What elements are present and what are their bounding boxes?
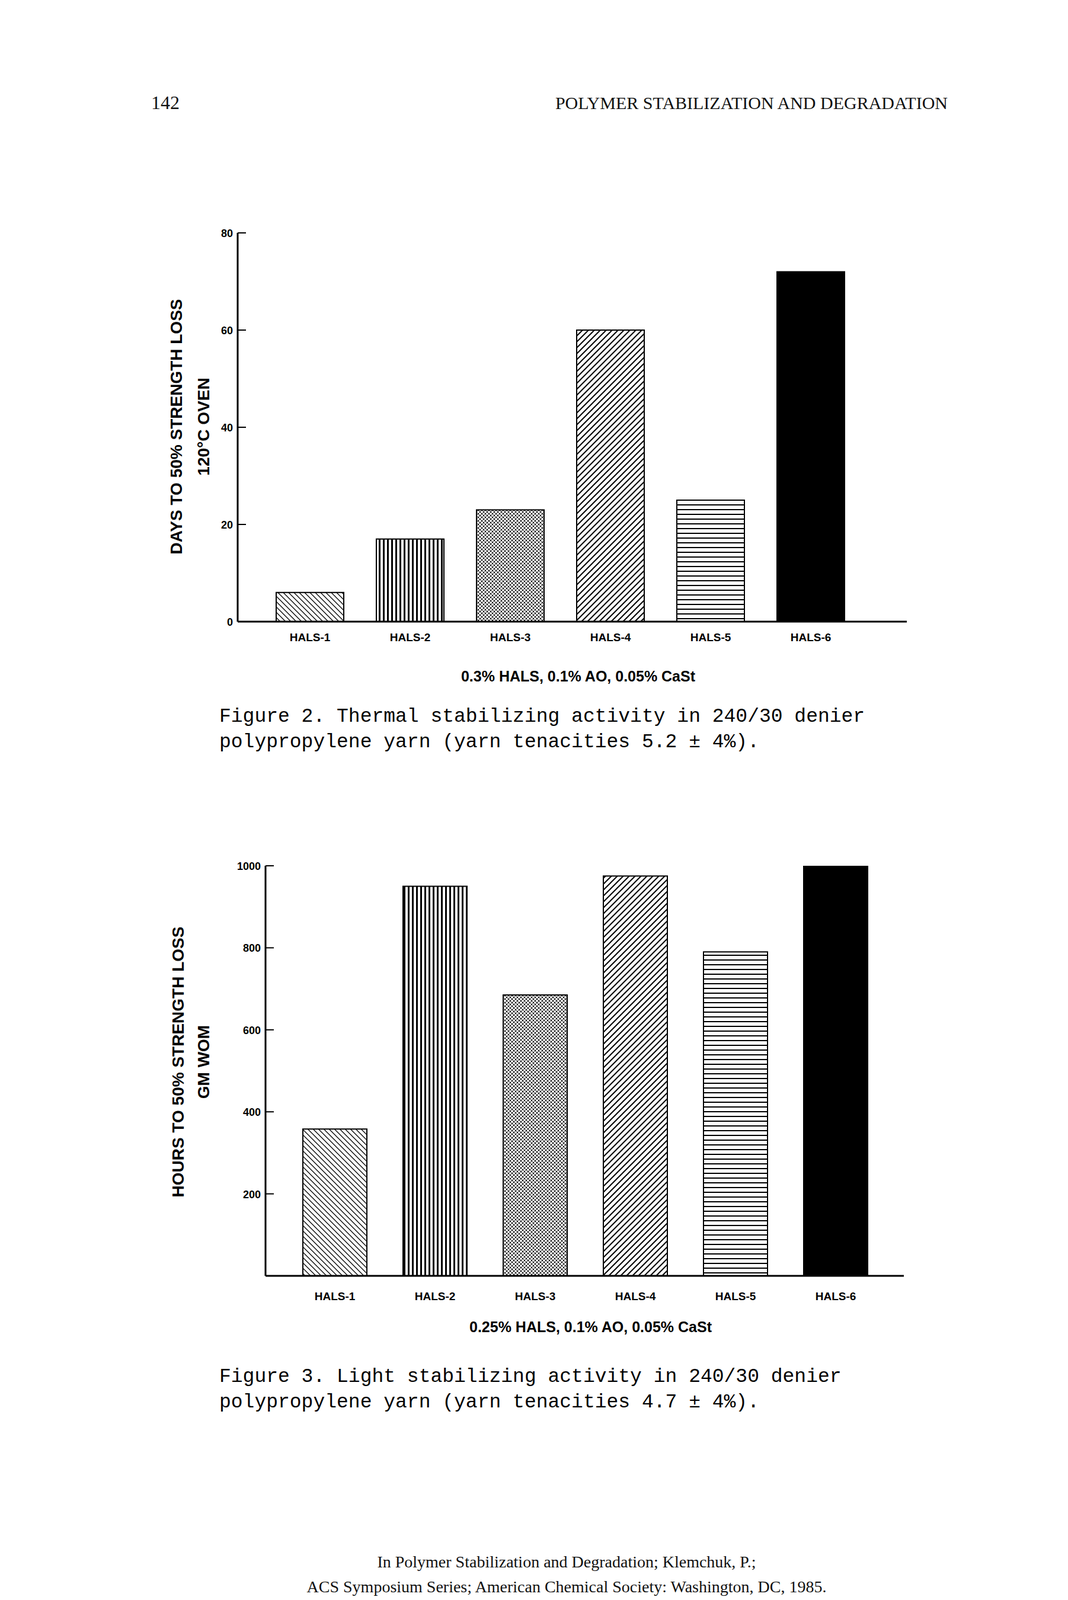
bar: [376, 539, 444, 622]
tick-label: 200: [242, 1188, 261, 1201]
figure-caption: polypropylene yarn (yarn tenacities 4.7 …: [219, 1391, 760, 1414]
tick-label: 60: [221, 324, 233, 337]
bar: [302, 1129, 367, 1277]
tick-label: 0: [226, 616, 233, 629]
x-axis: [237, 621, 907, 623]
tick: [237, 232, 246, 234]
tick-label: 400: [242, 1106, 261, 1119]
tick-label: 80: [221, 227, 233, 240]
category-label: HALS-2: [389, 631, 431, 644]
category-label: HALS-4: [615, 1290, 657, 1303]
tick: [237, 329, 246, 331]
category-label: HALS-6: [815, 1290, 857, 1303]
category-label: HALS-3: [515, 1290, 556, 1303]
y-axis-label: HOURS TO 50% STRENGTH LOSS: [168, 926, 188, 1198]
bar: [803, 865, 868, 1277]
bar: [476, 509, 545, 622]
category-label: HALS-5: [690, 631, 732, 644]
tick-label: 20: [221, 519, 233, 532]
bar: [603, 875, 668, 1277]
bar: [676, 500, 745, 622]
x-axis: [265, 1275, 904, 1278]
tick: [265, 865, 274, 867]
tick: [237, 523, 246, 526]
tick-label: 800: [242, 942, 261, 955]
tick: [265, 1111, 274, 1113]
tick: [265, 947, 274, 949]
tick: [237, 426, 246, 428]
bar: [703, 951, 768, 1277]
page: 142 POLYMER STABILIZATION AND DEGRADATION…: [0, 0, 1068, 1600]
category-label: HALS-6: [790, 631, 832, 644]
bar: [403, 886, 468, 1277]
chart: HALS-1 HALS-2 HALS-3 HALS-4 HALS-5 HALS-6 200 4…: [168, 860, 904, 1414]
category-label: HALS-4: [590, 631, 632, 644]
y-axis-label: 120°C OVEN: [194, 377, 213, 476]
chart: HALS-1 HALS-2 HALS-3 HALS-4 HALS-5 HALS-6 0 20 4…: [167, 227, 907, 754]
tick: [237, 621, 246, 623]
x-axis-label: 0.3% HALS, 0.1% AO, 0.05% CaSt: [461, 667, 696, 685]
x-axis-label: 0.25% HALS, 0.1% AO, 0.05% CaSt: [469, 1318, 713, 1336]
figure-caption: polypropylene yarn (yarn tenacities 5.2 …: [219, 731, 760, 754]
category-label: HALS-1: [314, 1290, 356, 1303]
bar: [276, 592, 344, 622]
bar: [503, 995, 568, 1277]
tick-label: 600: [242, 1024, 261, 1037]
y-axis-label: DAYS TO 50% STRENGTH LOSS: [167, 299, 186, 555]
category-label: HALS-5: [715, 1290, 757, 1303]
bars: [302, 865, 868, 1277]
category-label: HALS-3: [490, 631, 532, 644]
bar: [576, 330, 645, 622]
running-header: POLYMER STABILIZATION AND DEGRADATION: [555, 93, 948, 113]
tick: [265, 1029, 274, 1031]
bars: [276, 272, 845, 622]
bar: [776, 272, 845, 622]
category-label: HALS-1: [289, 631, 331, 644]
footer: In Polymer Stabilization and Degradation…: [376, 1552, 756, 1572]
figure-caption: Figure 3. Light stabilizing activity in …: [219, 1366, 842, 1389]
footer: ACS Symposium Series; American Chemical …: [307, 1577, 827, 1597]
page-number: 142: [151, 91, 180, 114]
tick-label: 1000: [237, 860, 261, 873]
tick: [265, 1193, 274, 1195]
tick-label: 40: [221, 421, 233, 434]
y-axis: [264, 865, 267, 1277]
y-axis-label: GM WOM: [194, 1025, 213, 1099]
category-label: HALS-2: [414, 1290, 456, 1303]
figure-caption: Figure 2. Thermal stabilizing activity i…: [219, 705, 865, 728]
